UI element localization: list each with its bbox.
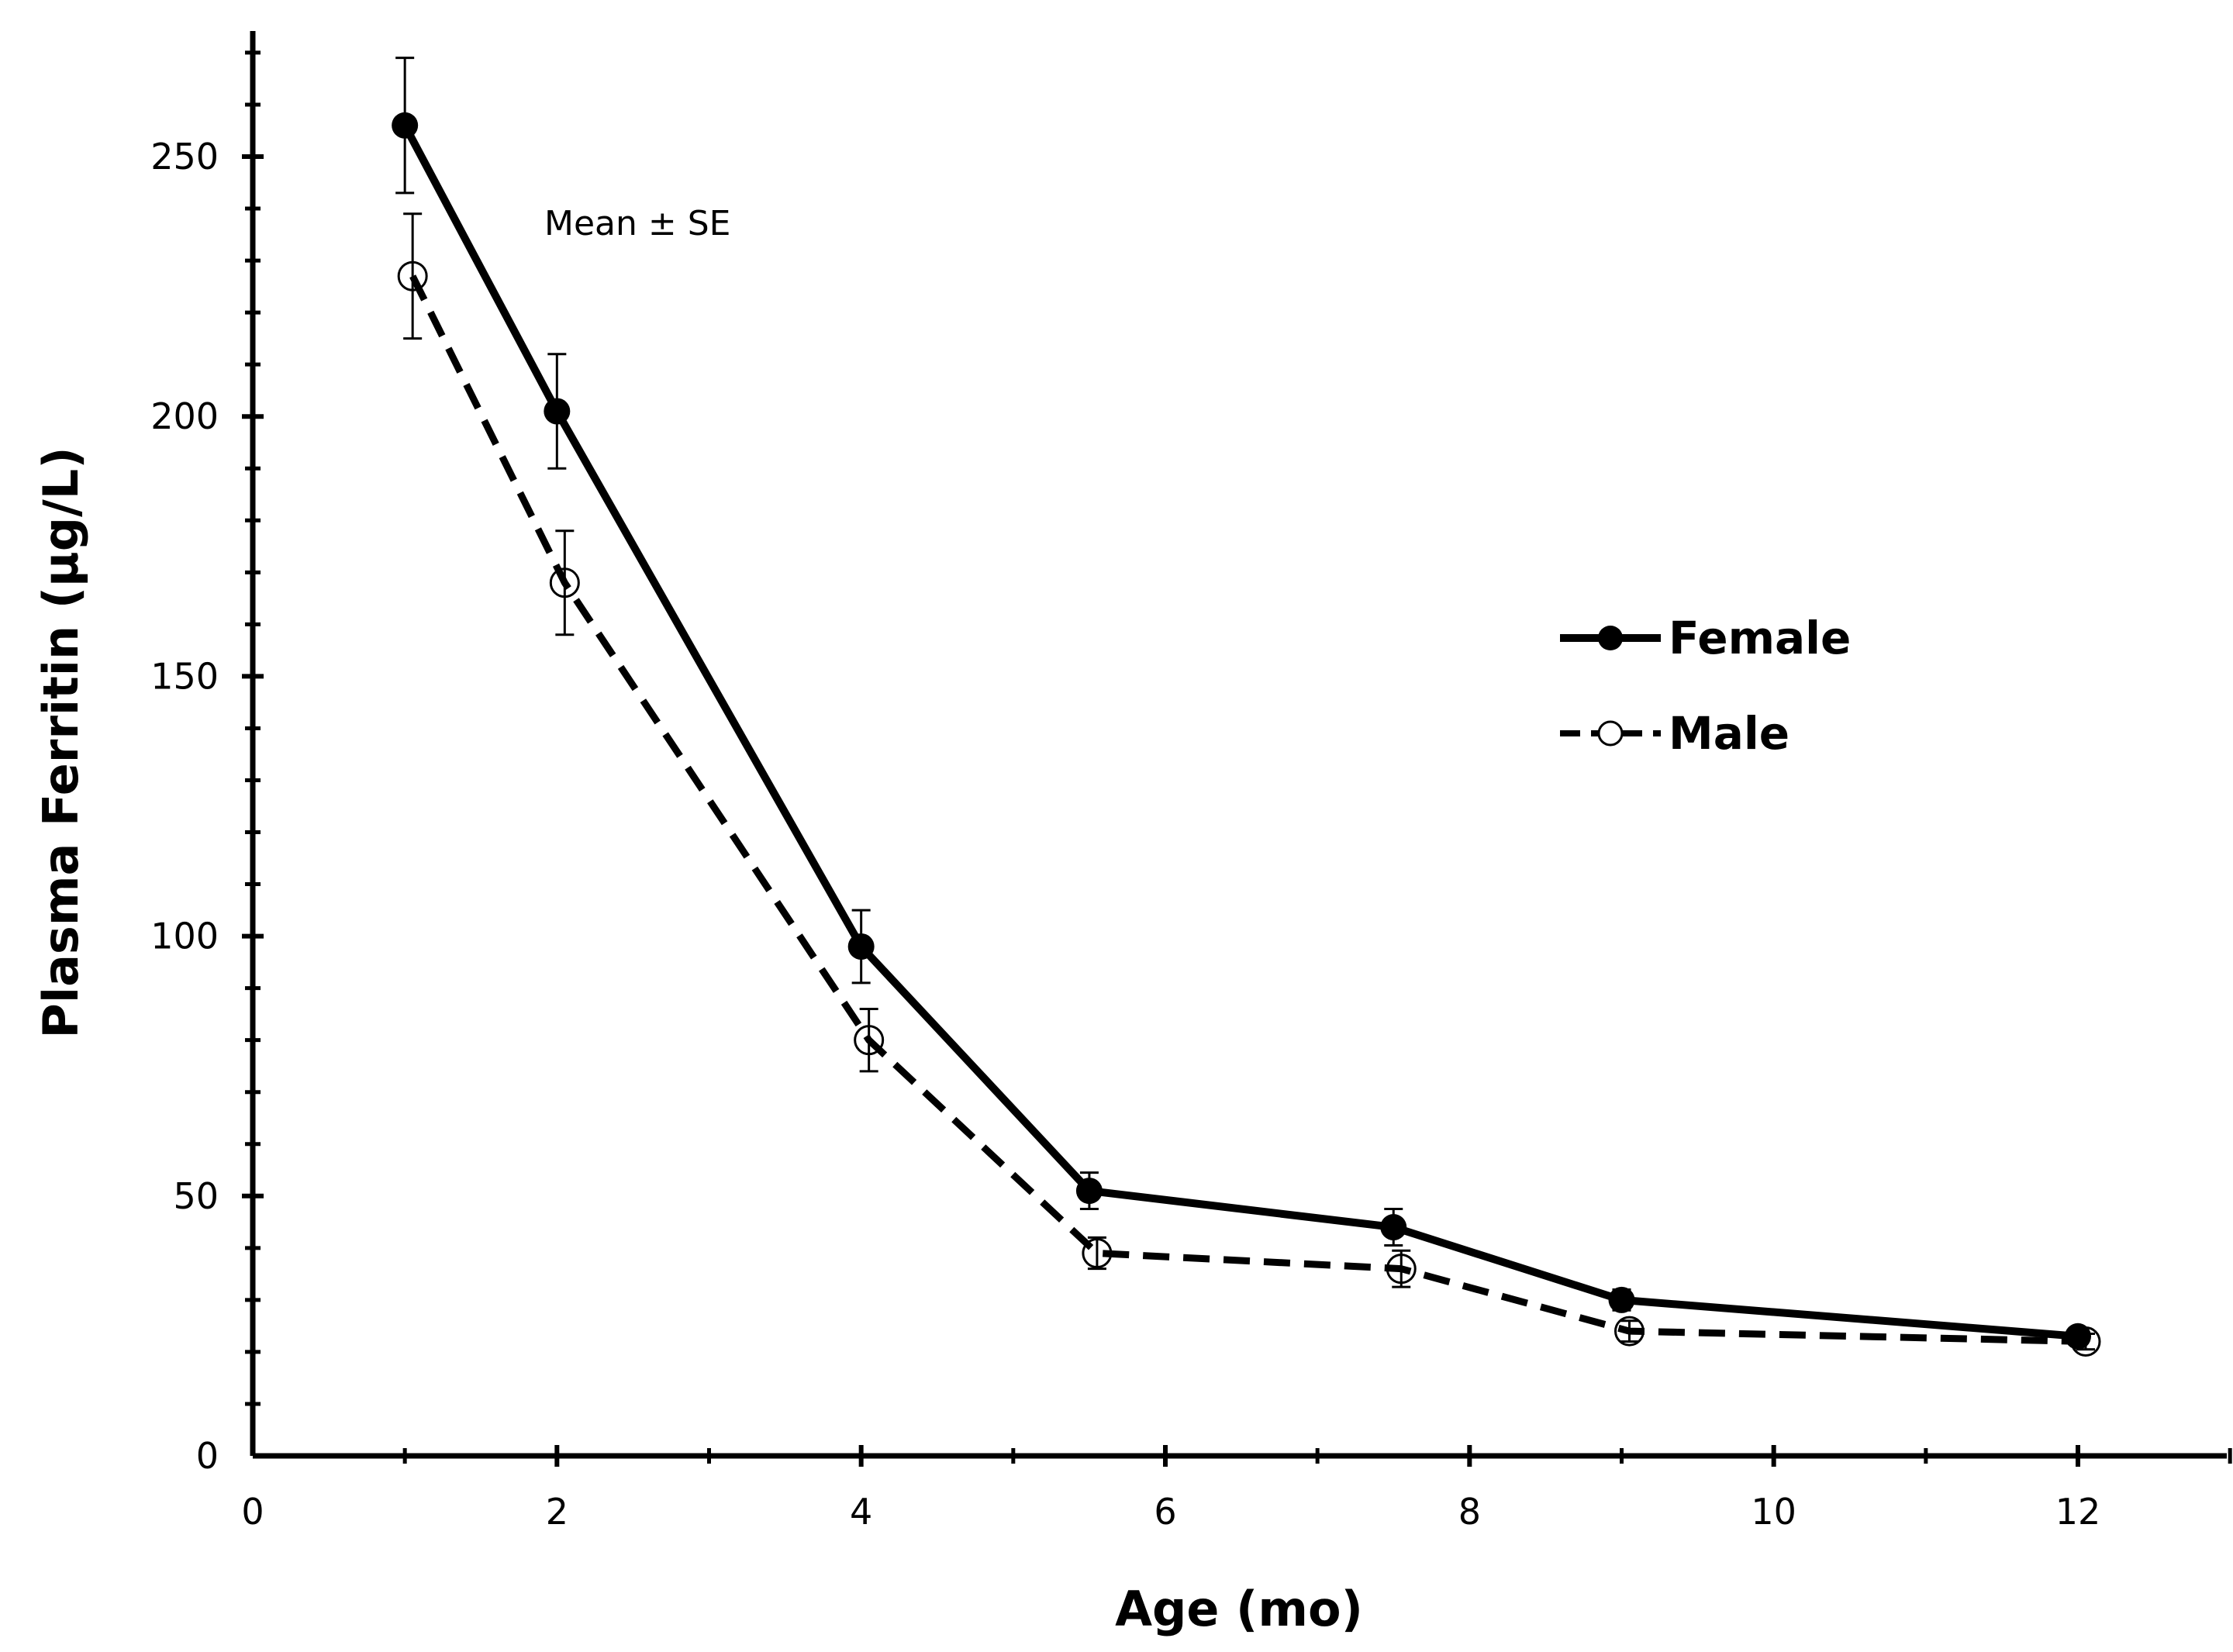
axes: 0 2 4 6 8 10 12 0 50 100 150 200 250	[150, 31, 2232, 1533]
data-point	[544, 398, 571, 425]
y-tick-label: 50	[173, 1175, 219, 1217]
x-tick-label: 4	[850, 1491, 872, 1533]
y-tick-label: 0	[196, 1435, 219, 1477]
data-point	[847, 933, 875, 961]
y-tick-label: 150	[150, 655, 219, 697]
series-male-line	[409, 274, 2086, 1346]
data-point	[2065, 1323, 2091, 1350]
series-layer	[392, 57, 2101, 1357]
data-point	[1386, 1254, 1417, 1285]
x-tick-label: 2	[546, 1491, 568, 1533]
legend-male-marker-icon	[1597, 720, 1624, 747]
series-female	[392, 57, 2091, 1350]
y-tick-label: 250	[150, 136, 219, 178]
data-point	[1082, 1238, 1113, 1269]
series-female-line	[401, 123, 2079, 1340]
x-ticks: 0 2 4 6 8 10 12	[241, 1445, 2232, 1533]
legend-male-label: Male	[1669, 707, 1790, 760]
x-tick-label: 6	[1154, 1491, 1176, 1533]
x-tick-label: 8	[1458, 1491, 1481, 1533]
y-tick-label: 100	[150, 916, 219, 957]
y-tick-label: 200	[150, 395, 219, 437]
data-point	[397, 260, 428, 291]
data-point	[1608, 1286, 1635, 1313]
data-point	[1075, 1178, 1103, 1205]
data-point	[1614, 1316, 1645, 1347]
data-point	[392, 112, 419, 139]
mean-se-annotation: Mean ± SE	[544, 204, 730, 243]
legend: Female Male	[1560, 612, 1851, 760]
x-axis-title: Age (mo)	[1115, 1581, 1363, 1637]
y-axis-title: Plasma Ferritin (µg/L)	[33, 447, 89, 1038]
x-tick-label: 12	[2055, 1491, 2101, 1533]
x-tick-label: 10	[1751, 1491, 1796, 1533]
data-point	[854, 1025, 885, 1056]
data-point	[1380, 1214, 1407, 1241]
x-tick-label: 0	[241, 1491, 264, 1533]
legend-female-label: Female	[1669, 612, 1851, 664]
legend-female-marker-icon	[1598, 626, 1623, 650]
y-ticks: 0 50 100 150 200 250	[150, 50, 264, 1477]
data-point	[549, 567, 580, 598]
series-male	[397, 212, 2101, 1357]
